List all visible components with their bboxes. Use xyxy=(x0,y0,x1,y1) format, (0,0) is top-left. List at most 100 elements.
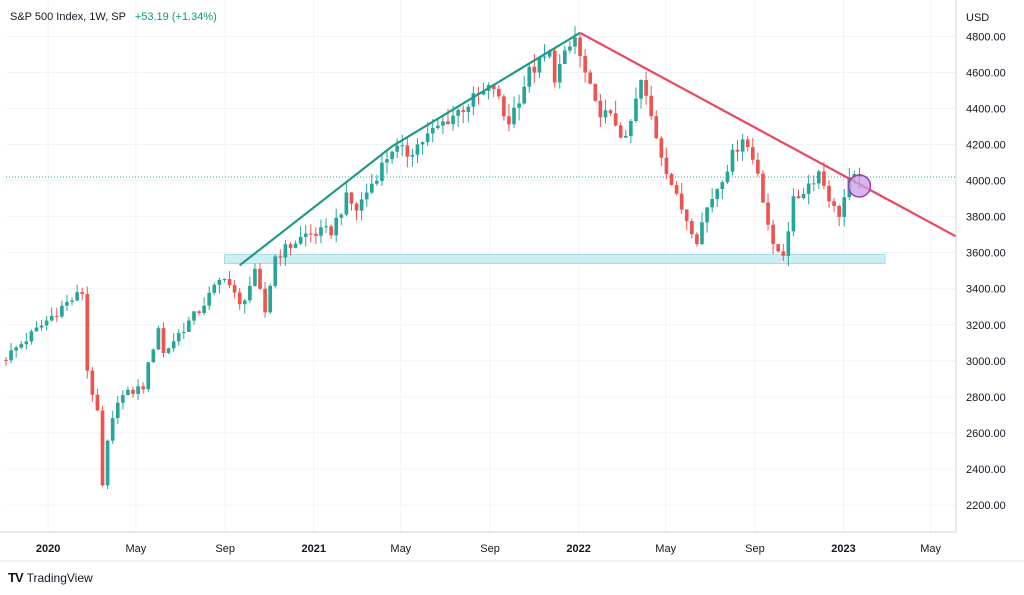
candle-body xyxy=(593,83,598,101)
candle xyxy=(756,152,760,177)
candle xyxy=(776,243,781,253)
candle-body xyxy=(720,182,725,189)
candle xyxy=(700,212,704,246)
candle-body xyxy=(451,115,455,125)
candle-body xyxy=(771,224,775,245)
candle xyxy=(806,174,811,205)
candle xyxy=(161,322,166,358)
candle xyxy=(308,224,313,243)
candle-body xyxy=(115,402,120,419)
candle-body xyxy=(324,226,328,228)
candle-body xyxy=(461,110,466,112)
candle xyxy=(232,279,237,299)
candle xyxy=(644,71,648,105)
candle-body xyxy=(730,149,735,172)
candle xyxy=(90,366,95,402)
candle-body xyxy=(303,233,308,237)
candle xyxy=(822,161,826,190)
candle-body xyxy=(187,320,191,332)
candle-body xyxy=(507,116,511,125)
candle xyxy=(557,54,562,89)
candle xyxy=(827,180,831,208)
y-tick-label: 3200.00 xyxy=(966,320,1006,332)
y-tick-label: 4600.00 xyxy=(966,67,1006,79)
candle-body xyxy=(542,56,547,58)
candle-body xyxy=(212,284,217,293)
candle-body xyxy=(359,199,364,211)
candle-body xyxy=(151,349,156,363)
brand[interactable]: TV TradingView xyxy=(8,570,93,585)
y-tick-label: 2800.00 xyxy=(966,392,1006,404)
candle xyxy=(395,138,400,158)
candle xyxy=(690,218,694,239)
candle-body xyxy=(293,243,298,248)
axes: USD 2200.00 2400.00 2600.00 2800.00 3000.00 32… xyxy=(0,0,1024,562)
candle-body xyxy=(634,98,638,122)
candle xyxy=(136,379,140,401)
candle xyxy=(121,390,125,410)
y-tick-label: 3400.00 xyxy=(966,284,1006,296)
price-change: +53.19 (+1.34%) xyxy=(134,11,217,23)
y-tick-label: 4400.00 xyxy=(966,104,1006,116)
candle xyxy=(400,134,405,157)
candle xyxy=(623,129,628,138)
candle-body xyxy=(756,159,760,174)
candle xyxy=(339,212,344,226)
candle xyxy=(303,225,308,247)
candle-body xyxy=(268,285,272,313)
uptrend-line xyxy=(239,31,581,267)
candle xyxy=(634,87,638,123)
x-tick-label: 2020 xyxy=(36,543,60,555)
candle xyxy=(14,345,18,358)
candle xyxy=(639,79,643,109)
candle xyxy=(786,221,791,267)
candle xyxy=(496,85,501,100)
candle xyxy=(268,283,272,315)
candle-body xyxy=(644,79,648,96)
candle-body xyxy=(278,256,283,258)
x-tick-label: 2021 xyxy=(301,543,325,555)
candle-body xyxy=(776,244,781,252)
brand-name: TradingView xyxy=(26,570,93,585)
candle xyxy=(344,181,349,217)
candle-body xyxy=(842,197,847,217)
candle-body xyxy=(202,305,206,314)
y-tick-label: 3800.00 xyxy=(966,212,1006,224)
candle xyxy=(618,121,623,139)
candle xyxy=(126,386,130,396)
candle xyxy=(24,333,29,350)
candle xyxy=(65,294,69,311)
candle-body xyxy=(85,294,90,371)
candle xyxy=(49,307,54,322)
candle-body xyxy=(242,300,247,305)
x-tick-label: Sep xyxy=(215,543,235,555)
candle xyxy=(583,49,587,83)
candle xyxy=(4,357,8,366)
candle xyxy=(80,287,85,301)
trendlines[interactable] xyxy=(239,31,957,267)
candle-body xyxy=(537,57,542,73)
candle xyxy=(791,188,796,236)
candle xyxy=(425,122,430,146)
candle-body xyxy=(639,79,643,99)
candle xyxy=(212,282,217,296)
candle xyxy=(735,139,740,162)
candle xyxy=(60,300,64,319)
support-zone xyxy=(223,253,886,264)
candle-body xyxy=(319,227,323,236)
candle xyxy=(202,297,206,316)
candle-body xyxy=(725,171,730,183)
candle-body xyxy=(781,251,786,256)
candle xyxy=(197,310,201,316)
candle xyxy=(598,93,603,127)
candle-body xyxy=(227,279,232,286)
candle xyxy=(654,110,659,140)
candle xyxy=(141,382,145,394)
candle-body xyxy=(684,209,689,222)
candle xyxy=(659,136,664,166)
candle xyxy=(491,84,496,98)
candle-body xyxy=(60,305,64,317)
downtrend-line xyxy=(579,31,957,238)
candle-body xyxy=(557,63,562,83)
